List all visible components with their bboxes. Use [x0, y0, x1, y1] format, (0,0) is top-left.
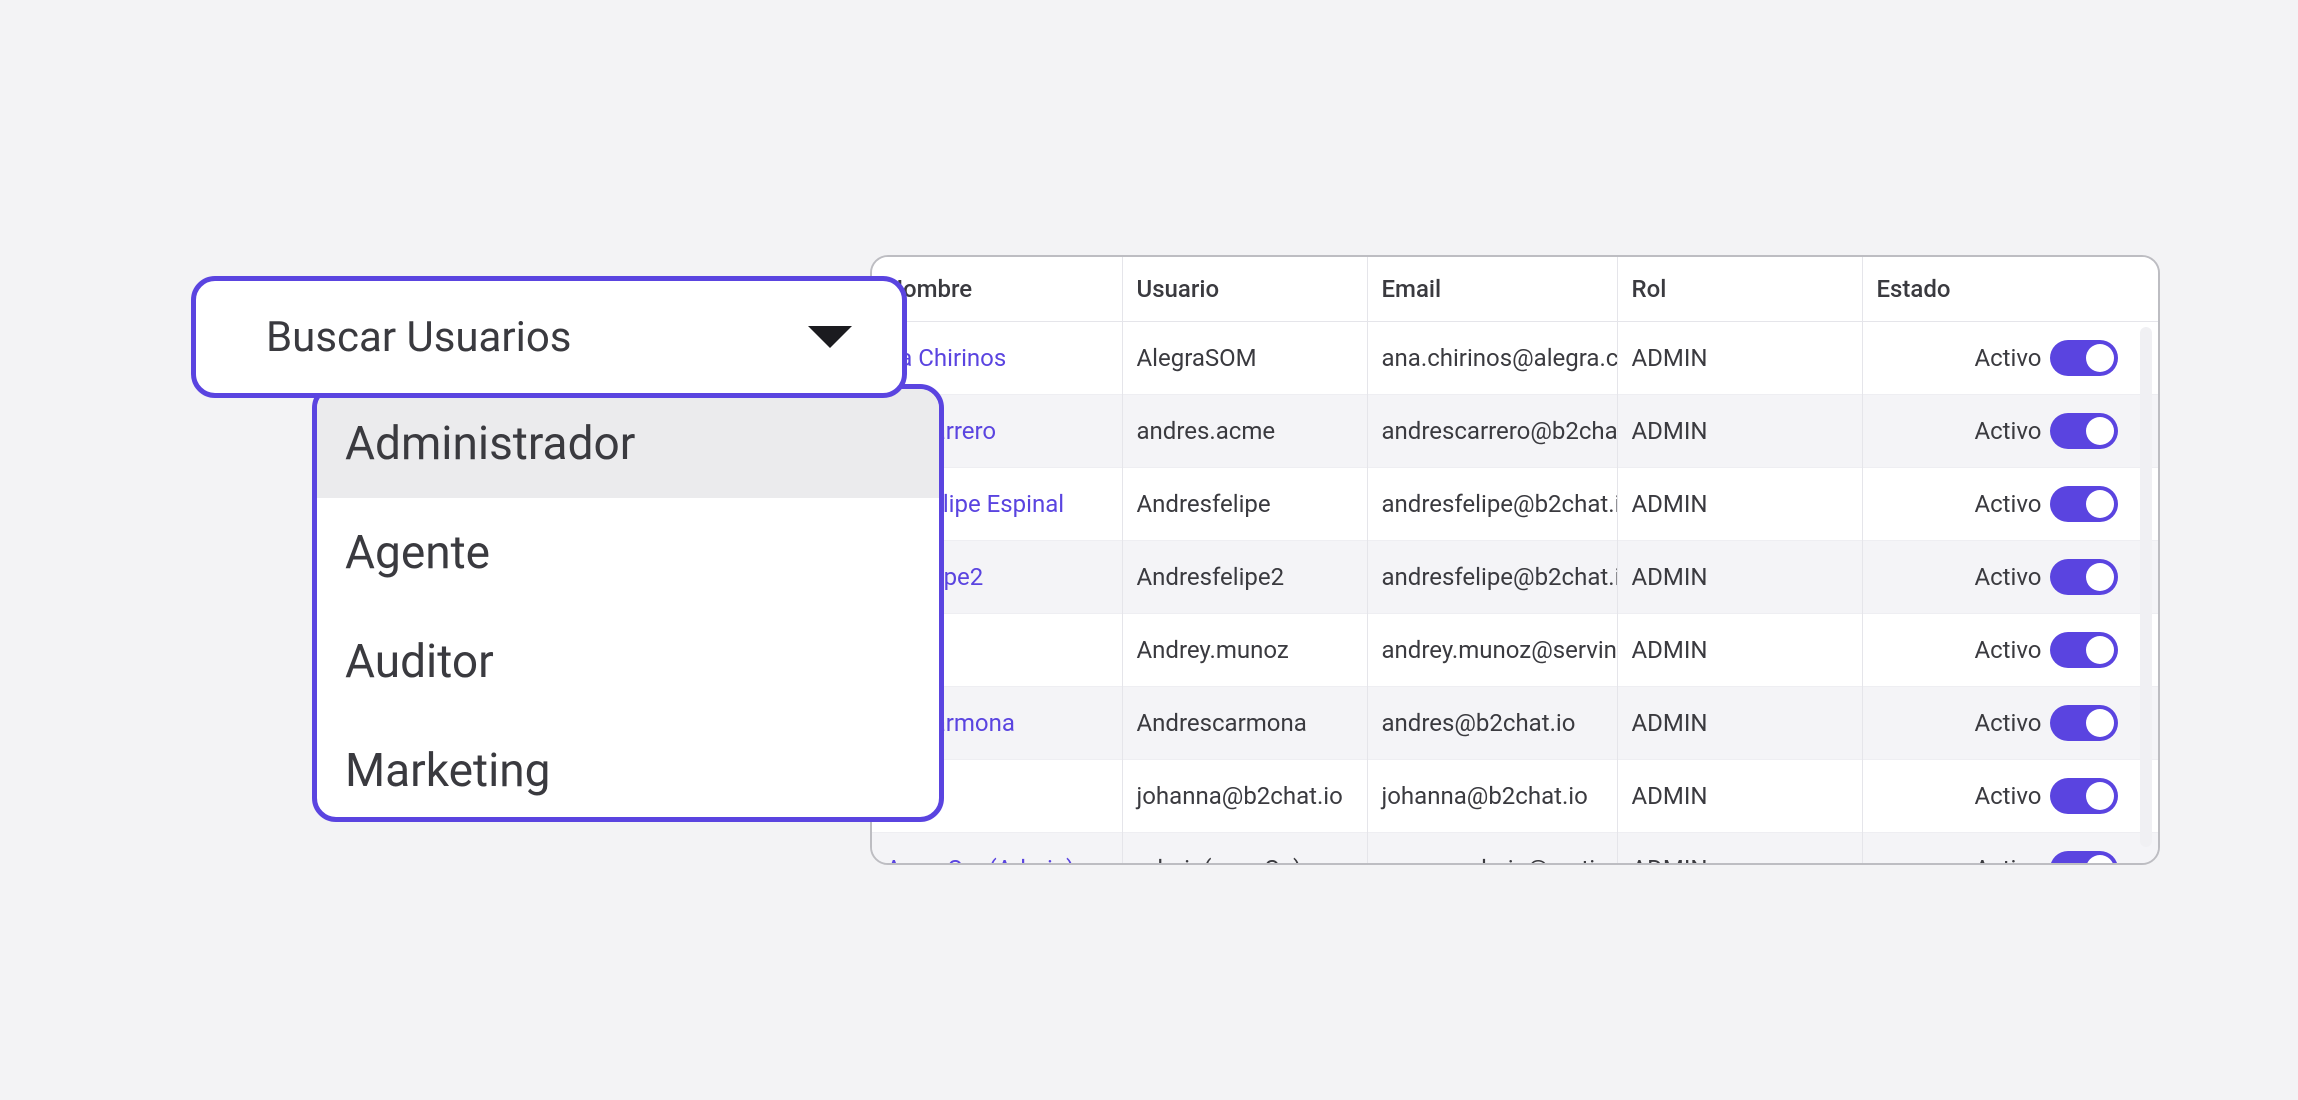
cell-email: andrescarrero@b2chat [1367, 395, 1617, 468]
users-table: Nombre Usuario Email Rol Estado na Chiri… [872, 257, 2160, 865]
cell-rol: ADMIN [1617, 322, 1862, 395]
toggle-knob-icon [2086, 636, 2114, 664]
estado-toggle[interactable] [2050, 851, 2118, 865]
cell-email: appscoadmin@vertical [1367, 833, 1617, 866]
cell-estado: Activo [1862, 614, 2160, 687]
table-row: Apps Co. (Admin)admin(appsCo)appscoadmin… [872, 833, 2160, 866]
cell-rol: ADMIN [1617, 614, 1862, 687]
estado-toggle[interactable] [2050, 340, 2118, 376]
col-header-email[interactable]: Email [1367, 257, 1617, 322]
role-option[interactable]: Agente [317, 498, 939, 607]
table-row: es Carreroandres.acmeandrescarrero@b2cha… [872, 395, 2160, 468]
estado-label: Activo [1974, 563, 2041, 591]
estado-label: Activo [1974, 344, 2041, 372]
role-filter-select[interactable]: Buscar Usuarios [191, 276, 907, 398]
cell-email: andrey.munoz@servinfo [1367, 614, 1617, 687]
table-row: johanna@b2chat.iojohanna@b2chat.ioADMINA… [872, 760, 2160, 833]
cell-email: johanna@b2chat.io [1367, 760, 1617, 833]
estado-label: Activo [1974, 782, 2041, 810]
cell-rol: ADMIN [1617, 687, 1862, 760]
estado-toggle[interactable] [2050, 486, 2118, 522]
cell-usuario: andres.acme [1122, 395, 1367, 468]
chevron-down-icon [808, 326, 852, 348]
cell-email: andresfelipe@b2chat.io [1367, 468, 1617, 541]
cell-estado: Activo [1862, 760, 2160, 833]
table-row: esfelipe2Andresfelipe2andresfelipe@b2cha… [872, 541, 2160, 614]
toggle-knob-icon [2086, 782, 2114, 810]
cell-rol: ADMIN [1617, 541, 1862, 614]
cell-usuario: johanna@b2chat.io [1122, 760, 1367, 833]
cell-email: ana.chirinos@alegra.co [1367, 322, 1617, 395]
cell-rol: ADMIN [1617, 395, 1862, 468]
cell-estado: Activo [1862, 541, 2160, 614]
role-option[interactable]: Administrador [317, 389, 939, 498]
cell-rol: ADMIN [1617, 760, 1862, 833]
cell-estado: Activo [1862, 687, 2160, 760]
cell-rol: ADMIN [1617, 468, 1862, 541]
estado-toggle[interactable] [2050, 705, 2118, 741]
role-option[interactable]: Auditor [317, 607, 939, 716]
estado-label: Activo [1974, 709, 2041, 737]
cell-estado: Activo [1862, 468, 2160, 541]
table-row: eyAndrey.munozandrey.munoz@servinfoADMIN… [872, 614, 2160, 687]
cell-usuario: AlegraSOM [1122, 322, 1367, 395]
col-header-estado[interactable]: Estado [1862, 257, 2160, 322]
cell-estado: Activo [1862, 833, 2160, 866]
cell-email: andresfelipe@b2chat.io [1367, 541, 1617, 614]
role-filter-menu: AdministradorAgenteAuditorMarketing [312, 384, 944, 822]
estado-label: Activo [1974, 490, 2041, 518]
estado-toggle[interactable] [2050, 632, 2118, 668]
col-header-rol[interactable]: Rol [1617, 257, 1862, 322]
toggle-knob-icon [2086, 417, 2114, 445]
toggle-knob-icon [2086, 709, 2114, 737]
cell-usuario: Andresfelipe [1122, 468, 1367, 541]
col-header-nombre[interactable]: Nombre [872, 257, 1122, 322]
table-row: na ChirinosAlegraSOMana.chirinos@alegra.… [872, 322, 2160, 395]
cell-usuario: admin(appsCo) [1122, 833, 1367, 866]
toggle-knob-icon [2086, 563, 2114, 591]
table-scrollbar[interactable] [2140, 327, 2152, 847]
estado-toggle[interactable] [2050, 413, 2118, 449]
estado-toggle[interactable] [2050, 559, 2118, 595]
role-filter-placeholder: Buscar Usuarios [266, 313, 808, 362]
cell-nombre[interactable]: Apps Co. (Admin) [872, 833, 1122, 866]
estado-label: Activo [1974, 417, 2041, 445]
col-header-usuario[interactable]: Usuario [1122, 257, 1367, 322]
cell-usuario: Andrey.munoz [1122, 614, 1367, 687]
estado-label: Activo [1974, 855, 2041, 865]
toggle-knob-icon [2086, 490, 2114, 518]
table-row: es Felipe EspinalAndresfelipeandresfelip… [872, 468, 2160, 541]
role-option[interactable]: Marketing [317, 716, 939, 822]
users-table-panel: Nombre Usuario Email Rol Estado na Chiri… [870, 255, 2160, 865]
cell-estado: Activo [1862, 395, 2160, 468]
estado-label: Activo [1974, 636, 2041, 664]
cell-usuario: Andresfelipe2 [1122, 541, 1367, 614]
toggle-knob-icon [2086, 344, 2114, 372]
toggle-knob-icon [2086, 855, 2114, 865]
cell-estado: Activo [1862, 322, 2160, 395]
table-row: és CarmonaAndrescarmonaandres@b2chat.ioA… [872, 687, 2160, 760]
estado-toggle[interactable] [2050, 778, 2118, 814]
table-header-row: Nombre Usuario Email Rol Estado [872, 257, 2160, 322]
cell-usuario: Andrescarmona [1122, 687, 1367, 760]
cell-email: andres@b2chat.io [1367, 687, 1617, 760]
cell-rol: ADMIN [1617, 833, 1862, 866]
